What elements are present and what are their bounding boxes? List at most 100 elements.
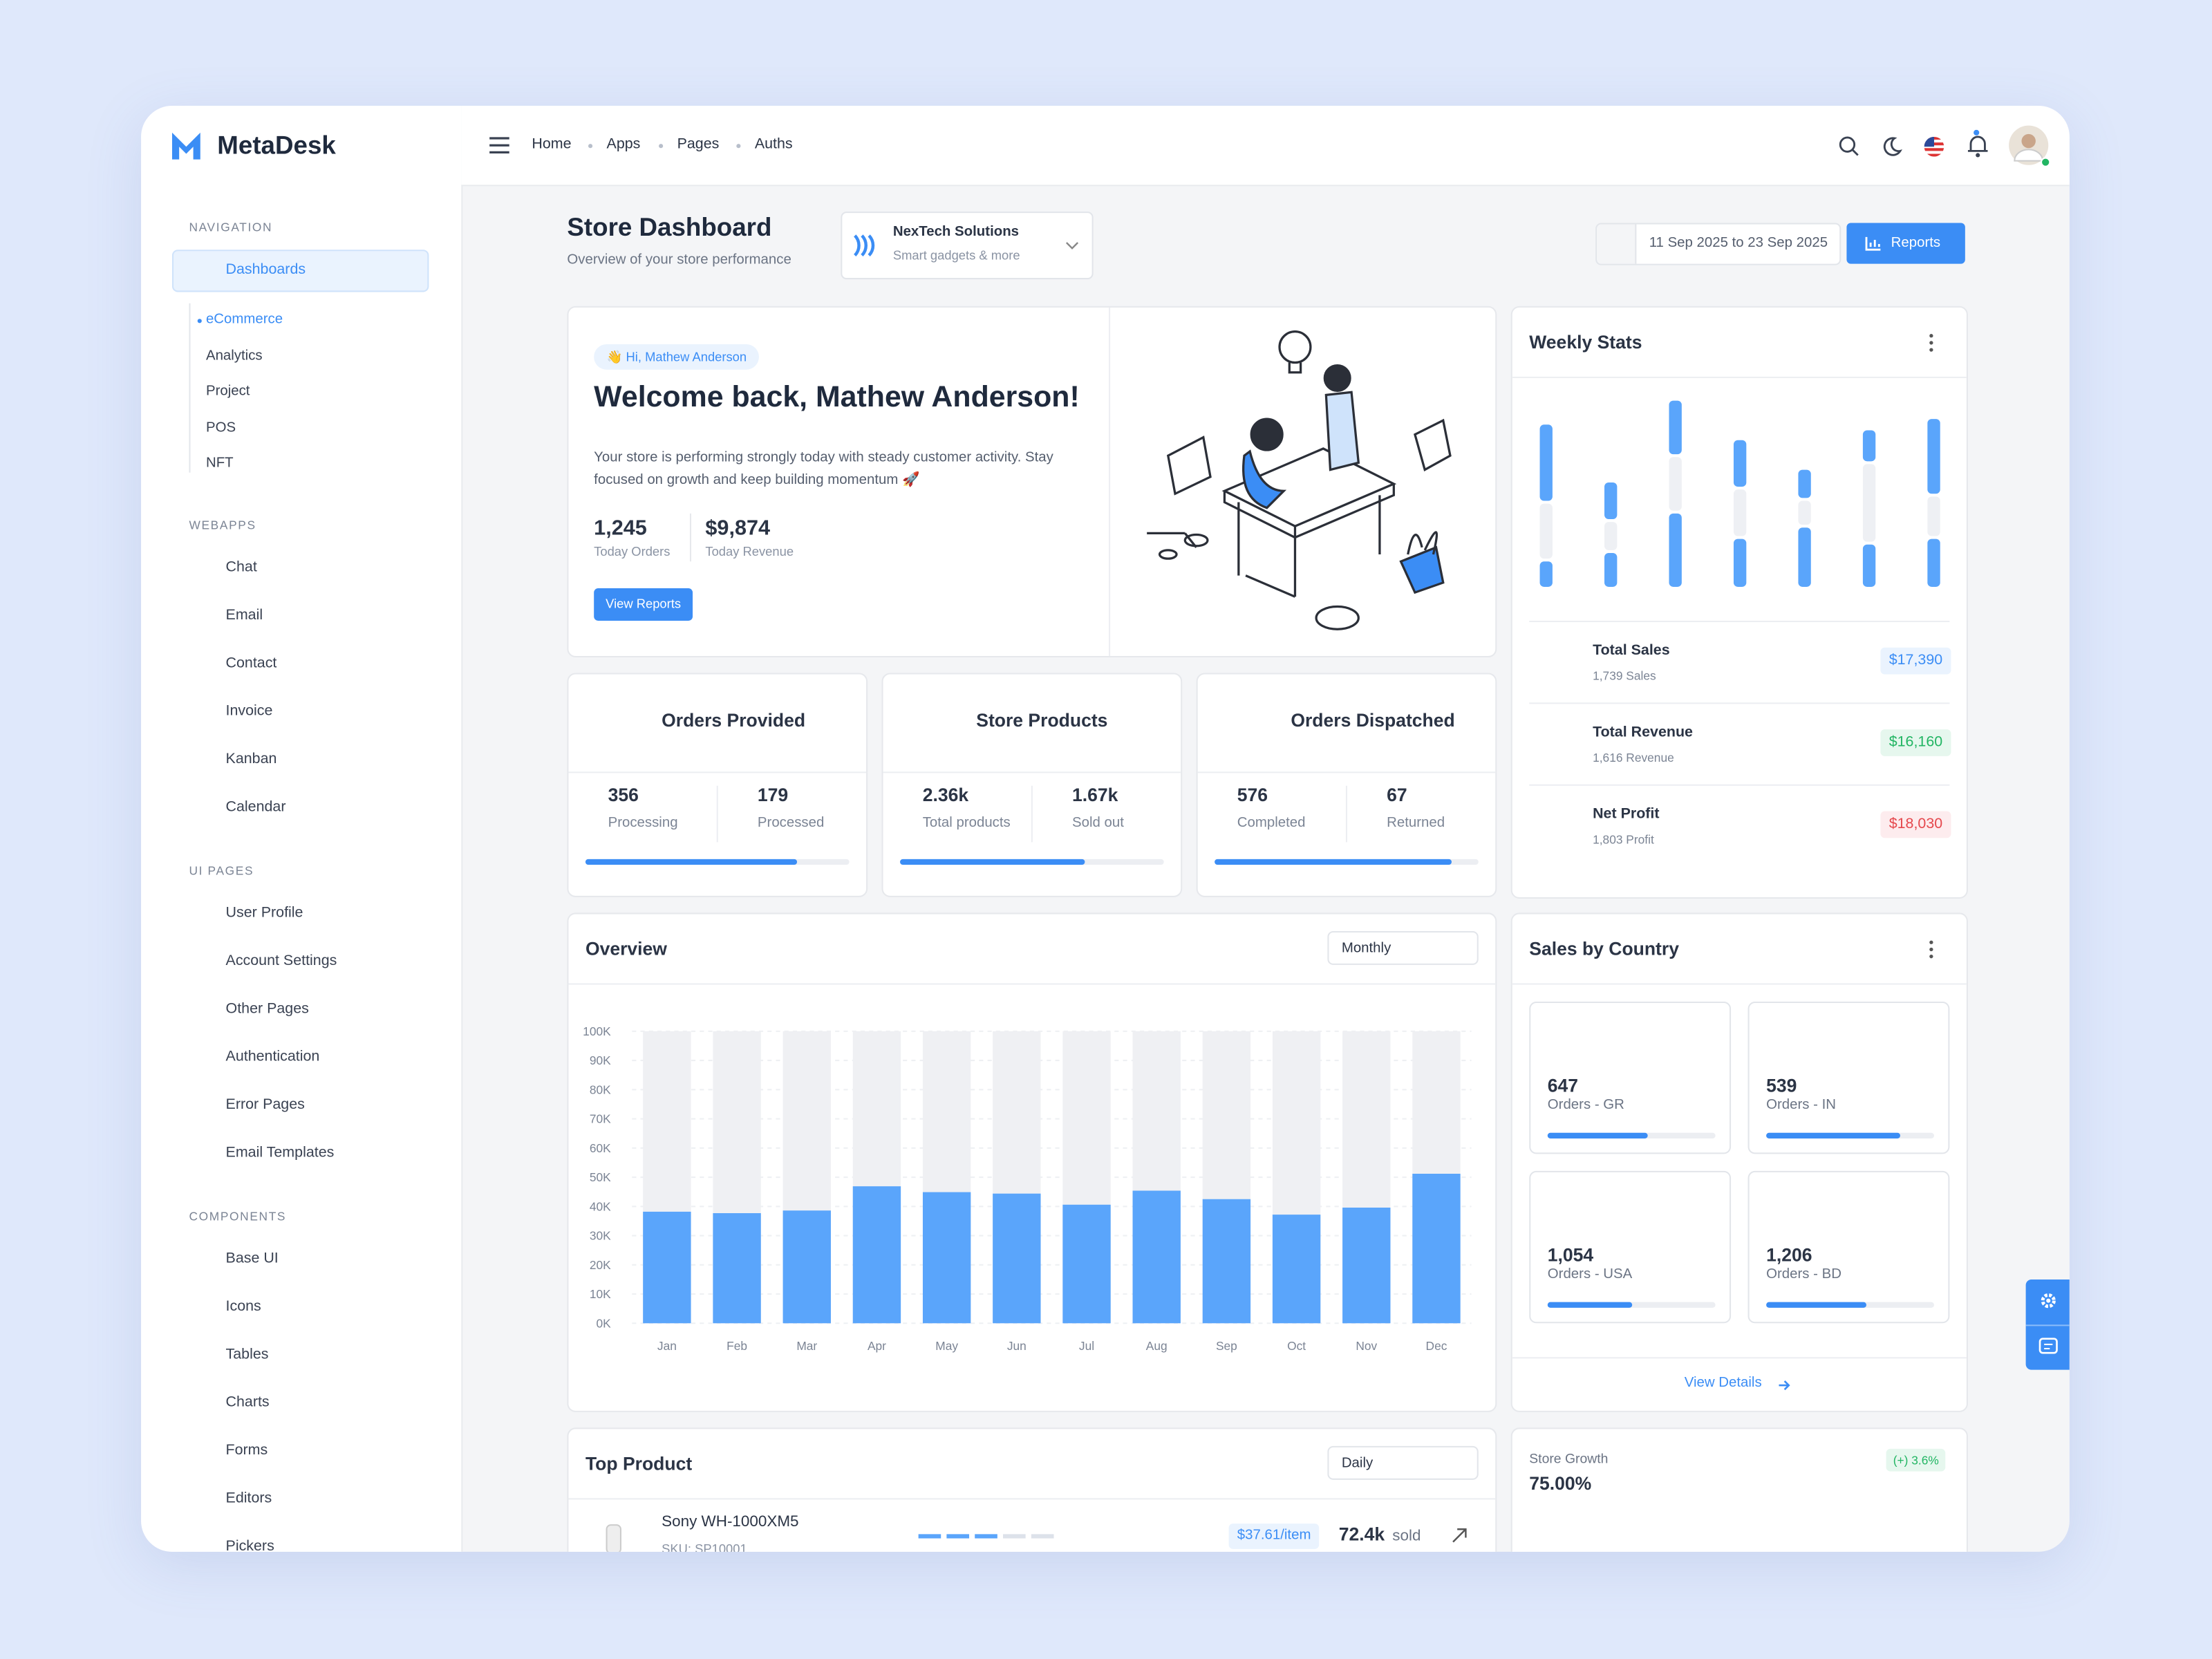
bar bbox=[993, 1193, 1041, 1324]
submenu-item[interactable]: NFT bbox=[205, 456, 234, 471]
weekly-stats-card: Weekly Stats Total Sales 1,739 Sales $17,3… bbox=[1510, 306, 1968, 899]
graphic bbox=[1323, 364, 1351, 392]
graphic bbox=[1929, 341, 1933, 345]
menu-item[interactable]: Account Settings bbox=[225, 952, 337, 970]
y-tick-label: 100K bbox=[583, 1024, 611, 1038]
settings-button[interactable] bbox=[2038, 1291, 2059, 1311]
theme-button[interactable] bbox=[1880, 135, 1903, 158]
language-button[interactable] bbox=[1923, 135, 1946, 158]
divider bbox=[2025, 1324, 2070, 1327]
stat-label: Processing bbox=[608, 815, 678, 832]
menu-item[interactable]: Email Templates bbox=[225, 1144, 335, 1161]
menu-item[interactable]: Dashboards bbox=[225, 261, 306, 279]
bar bbox=[1342, 1207, 1391, 1324]
period-select[interactable]: Monthly bbox=[1327, 930, 1479, 965]
more-button[interactable] bbox=[1927, 333, 1936, 353]
menu-item[interactable]: Charts bbox=[225, 1394, 270, 1411]
menu-item[interactable]: Authentication bbox=[225, 1048, 320, 1065]
product-image bbox=[606, 1524, 621, 1552]
stat-subtitle: 1,739 Sales bbox=[1593, 668, 1656, 683]
country-label: Orders - USA bbox=[1547, 1266, 1633, 1283]
progress-bar bbox=[1547, 1132, 1649, 1138]
section-label: NAVIGATION bbox=[189, 220, 273, 234]
search-button[interactable] bbox=[1838, 135, 1861, 158]
bar bbox=[1062, 1204, 1111, 1324]
stat-subtitle: 1,803 Profit bbox=[1593, 832, 1654, 847]
period-select[interactable]: Daily bbox=[1327, 1445, 1479, 1480]
graphic bbox=[1065, 242, 1079, 250]
section-label: WEBAPPS bbox=[189, 517, 256, 532]
graphic bbox=[1974, 129, 1980, 135]
y-tick-label: 70K bbox=[590, 1112, 611, 1126]
more-button[interactable] bbox=[1927, 939, 1936, 959]
bar bbox=[643, 1211, 691, 1324]
graphic bbox=[1883, 137, 1903, 156]
app-window: MetaDesk NAVIGATION Dashboards eCommerce An… bbox=[141, 106, 2070, 1552]
menu-item[interactable]: Chat bbox=[225, 559, 257, 576]
graphic bbox=[1324, 391, 1360, 471]
y-tick-label: 0K bbox=[596, 1316, 611, 1330]
submenu-item[interactable]: Analytics bbox=[205, 348, 263, 364]
card-header: Top Product Daily bbox=[568, 1429, 1496, 1500]
submenu-item[interactable]: Project bbox=[205, 384, 250, 400]
menu-item[interactable]: Calendar bbox=[225, 798, 286, 816]
bar-segment bbox=[1733, 489, 1747, 536]
bar-segment bbox=[1862, 464, 1876, 542]
notifications-button[interactable] bbox=[1965, 129, 1991, 161]
bar bbox=[852, 1186, 901, 1324]
menu-item[interactable]: Error Pages bbox=[225, 1096, 305, 1114]
open-button[interactable] bbox=[1452, 1528, 1467, 1543]
page-subtitle: Overview of your store performance bbox=[567, 252, 791, 268]
menu-item[interactable]: Editors bbox=[225, 1490, 272, 1507]
menu-item[interactable]: Invoice bbox=[225, 702, 273, 720]
stat-value: 1,245 bbox=[594, 516, 647, 541]
welcome-card: 👋 Hi, Mathew Anderson Welcome back, Math… bbox=[567, 306, 1497, 658]
menu-item[interactable]: Forms bbox=[225, 1441, 268, 1459]
graphic bbox=[1452, 1528, 1467, 1543]
menu-item[interactable]: Other Pages bbox=[225, 1000, 309, 1018]
graphic bbox=[1851, 149, 1859, 156]
menu-item[interactable]: Icons bbox=[225, 1297, 261, 1315]
product-name: Sony WH-1000XM5 bbox=[662, 1513, 799, 1531]
menu-item[interactable]: Email bbox=[225, 606, 263, 624]
card-header: Weekly Stats bbox=[1512, 308, 1967, 378]
store-growth-card: Store Growth 75.00% (+) 3.6% bbox=[1510, 1427, 1968, 1552]
bar bbox=[1272, 1215, 1321, 1324]
chat-button[interactable] bbox=[2038, 1338, 2059, 1358]
card-title: Top Product bbox=[585, 1453, 693, 1474]
weekly-chart bbox=[1539, 400, 1940, 587]
nav-link[interactable]: Home bbox=[532, 135, 572, 153]
bar-segment bbox=[1669, 513, 1682, 587]
bar-segment bbox=[1798, 500, 1811, 525]
submenu-item[interactable]: POS bbox=[205, 420, 236, 436]
country-value: 1,054 bbox=[1547, 1244, 1594, 1266]
view-reports-button[interactable]: View Reports bbox=[594, 588, 693, 621]
bar-segment bbox=[1798, 527, 1811, 587]
nav-link[interactable]: Apps bbox=[606, 135, 641, 153]
stat-label: Today Revenue bbox=[705, 544, 794, 559]
menu-item[interactable]: Kanban bbox=[225, 750, 277, 768]
card-header: Sales by Country bbox=[1512, 914, 1967, 985]
progress-track bbox=[1547, 1132, 1716, 1138]
store-selector[interactable]: NexTech Solutions Smart gadgets & more bbox=[841, 212, 1094, 280]
date-range-picker[interactable]: 11 Sep 2025 to 23 Sep 2025 bbox=[1595, 223, 1841, 265]
nav-link[interactable]: Auths bbox=[754, 135, 793, 153]
view-details-link[interactable]: View Details bbox=[1684, 1375, 1762, 1391]
nav-link[interactable]: Pages bbox=[677, 135, 720, 153]
menu-item[interactable]: Pickers bbox=[225, 1537, 274, 1552]
menu-item[interactable]: Tables bbox=[225, 1345, 269, 1363]
nav-separator bbox=[736, 144, 741, 149]
store-tagline: Smart gadgets & more bbox=[892, 248, 1020, 263]
bar-segment bbox=[1539, 561, 1553, 587]
menu-item[interactable]: User Profile bbox=[225, 904, 303, 921]
menu-item[interactable]: Contact bbox=[225, 654, 277, 672]
progress-track bbox=[1215, 859, 1479, 865]
user-avatar[interactable] bbox=[2007, 124, 2052, 169]
menu-item[interactable]: Base UI bbox=[225, 1250, 279, 1267]
menu-button[interactable] bbox=[488, 135, 511, 156]
bar bbox=[1132, 1190, 1181, 1324]
submenu-item[interactable]: eCommerce bbox=[205, 312, 283, 328]
graphic bbox=[1407, 531, 1438, 555]
stat-value: 67 bbox=[1387, 784, 1407, 806]
graphic bbox=[1166, 435, 1212, 496]
